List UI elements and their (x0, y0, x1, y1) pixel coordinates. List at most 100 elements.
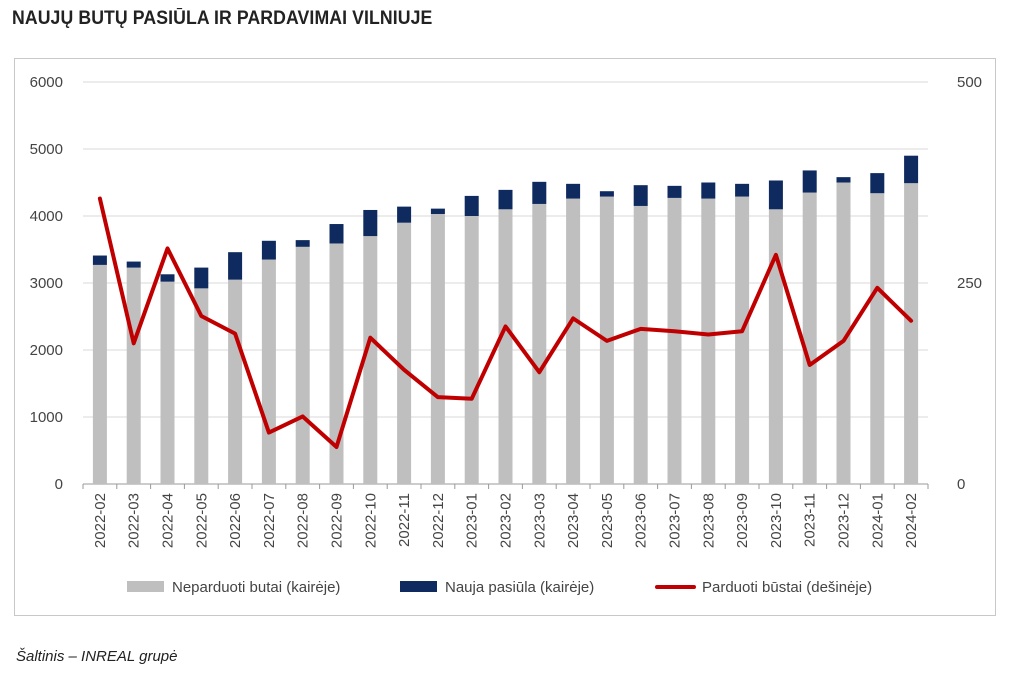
sold-point (267, 431, 271, 435)
left-tick-label: 5000 (30, 141, 63, 158)
sold-point (605, 339, 609, 343)
sold-point (132, 341, 136, 345)
bar-unsold (329, 243, 344, 484)
bar-new-supply (802, 170, 817, 193)
x-tick-label: 2022-02 (92, 493, 109, 548)
bar-unsold (160, 281, 175, 484)
bar-new-supply (735, 183, 750, 197)
x-tick-label: 2023-07 (667, 493, 684, 548)
x-axis-labels: 2022-02 2022-03 2022-04 2022-05 2022-06 2022-… (92, 493, 920, 548)
sold-point (808, 363, 812, 367)
bar-new-supply (363, 209, 378, 237)
bars-group (92, 155, 919, 485)
bar-unsold (194, 288, 209, 484)
bar-new-supply (904, 155, 919, 184)
chart-frame (14, 58, 996, 616)
bar-unsold (430, 213, 445, 485)
bar-unsold (92, 264, 107, 484)
bar-new-supply (836, 177, 851, 183)
bar-unsold (397, 222, 412, 484)
x-tick-label: 2022-11 (396, 493, 413, 547)
sold-point (909, 319, 913, 323)
sold-point (639, 327, 643, 331)
sold-point (436, 395, 440, 399)
legend-label: Parduoti būstai (dešinėje) (702, 579, 872, 596)
x-tick-label: 2023-03 (531, 493, 548, 548)
sold-point (199, 314, 203, 318)
bar-new-supply (160, 274, 175, 282)
sold-point (571, 316, 575, 320)
left-tick-label: 6000 (30, 74, 63, 91)
x-tick-label: 2022-07 (261, 493, 278, 548)
bar-unsold (261, 259, 276, 484)
bar-new-supply (397, 206, 412, 223)
x-tick-label: 2022-10 (362, 493, 379, 548)
bar-unsold (768, 209, 783, 485)
legend-label: Nauja pasiūla (kairėje) (445, 579, 594, 596)
x-tick-label: 2023-10 (768, 493, 785, 548)
bar-unsold (802, 192, 817, 485)
x-tick-label: 2022-04 (160, 493, 177, 548)
x-tick-label: 2023-09 (734, 493, 751, 548)
right-tick-label: 0 (957, 476, 965, 493)
sold-point (740, 329, 744, 333)
sold-point (402, 368, 406, 372)
sold-point (842, 339, 845, 343)
x-tick-label: 2023-11 (802, 493, 819, 547)
legend: Neparduoti butai (kairėje) Nauja pasiūla … (127, 579, 872, 596)
source-note: Šaltinis – INREAL grupė (16, 648, 178, 665)
sold-point (504, 324, 507, 328)
bar-unsold (701, 198, 716, 484)
left-tick-label: 3000 (30, 275, 63, 292)
x-tick-label: 2022-12 (430, 493, 447, 548)
bar-unsold (295, 246, 310, 484)
bar-new-supply (430, 208, 445, 214)
chart-title: NAUJŲ BUTŲ PASIŪLA IR PARDAVIMAI VILNIUJ… (12, 8, 433, 29)
x-tick-label: 2023-12 (836, 493, 853, 548)
bar-unsold (464, 216, 479, 484)
bar-new-supply (701, 182, 716, 199)
sold-point (368, 336, 372, 340)
x-tick-label: 2022-03 (126, 493, 143, 548)
bar-new-supply (870, 173, 885, 194)
left-axis-labels: 0 1000 2000 3000 4000 5000 6000 (30, 74, 63, 493)
sold-point (673, 329, 676, 333)
bar-unsold (667, 197, 682, 484)
bar-new-supply (667, 185, 682, 198)
sold-point (335, 445, 338, 449)
sold-point (774, 253, 778, 257)
right-tick-label: 500 (957, 74, 982, 91)
bar-new-supply (532, 181, 547, 204)
bar-new-supply (329, 224, 344, 244)
right-tick-label: 250 (957, 275, 982, 292)
sold-point (875, 286, 879, 290)
x-tick-label: 2023-08 (700, 493, 717, 548)
x-tick-label: 2023-05 (599, 493, 616, 548)
bar-new-supply (768, 180, 783, 210)
bar-new-supply (498, 189, 513, 210)
sold-point (470, 397, 474, 401)
bar-unsold (498, 209, 513, 485)
bar-new-supply (92, 255, 107, 265)
x-tick-label: 2022-08 (295, 493, 312, 548)
x-tick-label: 2023-01 (464, 493, 481, 548)
bar-new-supply (261, 240, 276, 260)
bar-unsold (532, 203, 547, 484)
bar-new-supply (599, 191, 614, 197)
left-tick-label: 4000 (30, 208, 63, 225)
x-tick-label: 2024-01 (869, 493, 886, 548)
bar-unsold (836, 182, 851, 484)
sold-point (98, 197, 102, 201)
left-tick-label: 2000 (30, 342, 63, 359)
x-tick-label: 2023-04 (565, 493, 582, 548)
x-tick-label: 2022-05 (193, 493, 210, 548)
bar-unsold (566, 198, 581, 484)
bar-new-supply (194, 267, 209, 289)
bar-unsold (363, 236, 378, 484)
bar-new-supply (464, 195, 479, 216)
bar-unsold (735, 196, 750, 484)
bar-unsold (904, 183, 919, 485)
bar-unsold (633, 205, 648, 484)
x-tick-label: 2022-09 (329, 493, 346, 548)
sold-point (233, 332, 237, 336)
